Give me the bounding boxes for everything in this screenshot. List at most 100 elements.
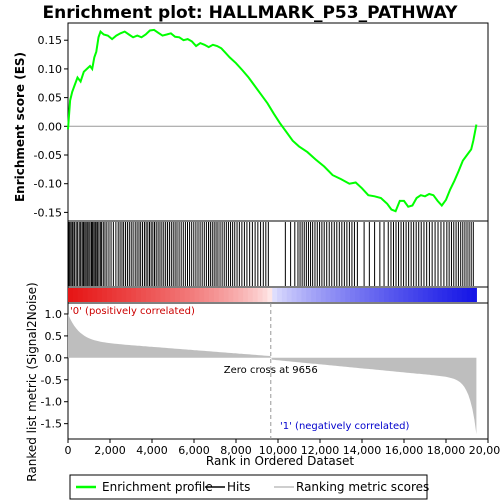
x-tick-label: 20,000 [469,444,500,457]
colorbar-segment [281,288,288,302]
colorbar-segment [233,288,239,302]
colorbar-segment [97,288,103,302]
colorbar-segment [174,288,181,302]
colorbar-segment [301,288,307,302]
enrichment-profile-line [67,28,478,213]
legend-label-enrichment-profile: Enrichment profile [102,480,213,494]
colorbar-segment [432,288,439,302]
x-tick-label: 8,000 [220,444,252,457]
legend: Enrichment profile Hits Ranking metric s… [69,474,429,500]
colorbar-segment [121,288,127,302]
colorbar-segment [209,288,215,302]
colorbar-segment [111,288,118,302]
colorbar-segment [87,288,93,302]
metric-tick-label: -1.5 [41,418,62,431]
colorbar-segment [116,288,122,302]
colorbar-segment [131,288,137,302]
x-tick-label: 6,000 [178,444,210,457]
colorbar-segment [165,288,171,302]
colorbar-segment [364,288,370,302]
colorbar-segment [447,288,453,302]
colorbar-segment [72,288,79,302]
colorbar-segment [320,288,327,302]
x-tick-label: 14,000 [343,444,382,457]
colorbar-segment [466,288,473,302]
colorbar-segment [204,288,210,302]
metric-tick-label: 0.0 [45,352,63,365]
colorbar-segment [189,288,195,302]
colorbar-segment [413,288,419,302]
colorbar-segment [262,288,268,302]
es-tick-label: -0.15 [34,206,62,219]
colorbar-segment [408,288,414,302]
colorbar-segment [68,288,74,302]
colorbar-segment [471,288,477,302]
colorbar-segment [330,288,336,302]
x-tick-label: 12,000 [301,444,340,457]
colorbar-segment [252,288,259,302]
colorbar-segment [461,288,468,302]
es-tick-label: 0.10 [38,63,63,76]
legend-label-hits: Hits [227,480,250,494]
es-tick-label: 0.15 [38,34,63,47]
colorbar-segment [82,288,88,302]
colorbar-segment [452,288,458,302]
es-tick-label: 0.00 [38,120,63,133]
colorbar-segment [223,288,229,302]
colorbar-segment [398,288,405,302]
colorbar-segment [272,288,278,302]
es-tick-label: 0.05 [38,92,63,105]
colorbar-segment [403,288,409,302]
metric-tick-label: -1.0 [41,396,62,409]
zero-cross-label: Zero cross at 9656 [224,365,318,376]
colorbar-segment [170,288,176,302]
colorbar-segment [384,288,390,302]
colorbar-segment [257,288,263,302]
colorbar-segment [325,288,332,302]
colorbar-segment [145,288,152,302]
metric-tick-label: 1.0 [45,308,63,321]
colorbar-segment [247,288,254,302]
positive-correlation-label: '0' (positively correlated) [70,306,195,317]
colorbar-segment [340,288,346,302]
colorbar-segment [106,288,113,302]
colorbar-segment [92,288,98,302]
x-tick-label: 2,000 [94,444,126,457]
colorbar-segment [437,288,443,302]
colorbar-segment [136,288,142,302]
colorbar-segment [388,288,395,302]
es-tick-label: -0.10 [34,178,62,191]
colorbar-segment [379,288,385,302]
colorbar-segment [393,288,400,302]
colorbar-segment [374,288,380,302]
colorbar-segment [296,288,302,302]
colorbar-segment [369,288,375,302]
metric-tick-label: 0.5 [45,330,63,343]
colorbar-segment [354,288,361,302]
colorbar-segment [442,288,448,302]
colorbar-segment [418,288,424,302]
colorbar-segment [306,288,312,302]
colorbar-segment [179,288,186,302]
x-tick-label: 0 [65,444,72,457]
colorbar-segment [213,288,220,302]
colorbar-segment [218,288,225,302]
colorbar-segment [77,288,84,302]
colorbar-segment [286,288,293,302]
colorbar-segment [228,288,234,302]
legend-label-ranking-metric: Ranking metric scores [296,480,429,494]
metric-y-axis-label: Ranked list metric (Signal2Noise) [25,282,39,481]
x-tick-label: 18,000 [427,444,466,457]
metric-tick-label: -0.5 [41,374,62,387]
chart-title: Enrichment plot: HALLMARK_P53_PATHWAY [43,3,459,23]
colorbar-segment [194,288,200,302]
negative-correlation-label: '1' (negatively correlated) [280,421,409,432]
x-tick-label: 16,000 [385,444,424,457]
colorbar-segment [199,288,205,302]
colorbar-segment [359,288,366,302]
x-tick-label: 10,000 [259,444,298,457]
colorbar-segment [427,288,434,302]
es-tick-label: -0.05 [34,149,62,162]
colorbar-segment [140,288,147,302]
